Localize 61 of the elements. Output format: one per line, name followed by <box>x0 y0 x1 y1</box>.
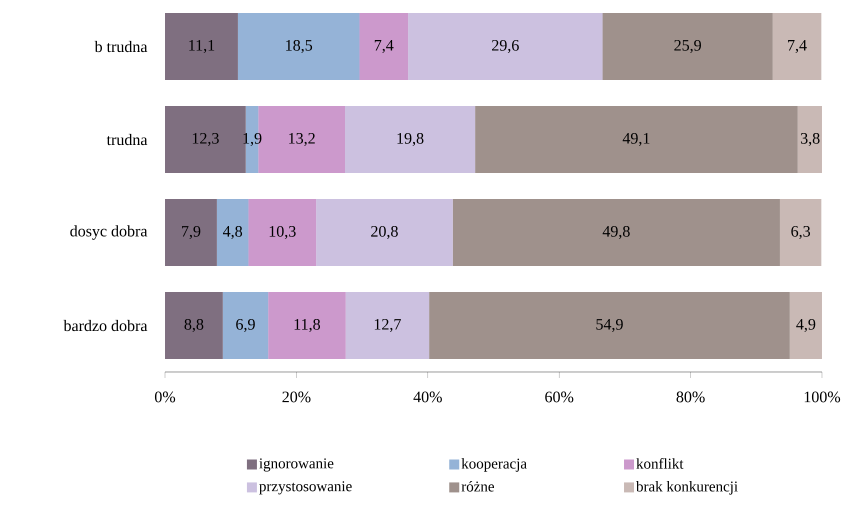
x-tick-label: 20% <box>282 392 311 402</box>
data-label: 7,9 <box>182 226 200 240</box>
x-tick-label: 60% <box>545 392 574 402</box>
data-label: 20,8 <box>371 226 398 240</box>
y-tick-label: trudna <box>106 134 148 146</box>
data-label: 54,9 <box>596 318 623 332</box>
data-label: 12,7 <box>374 318 401 332</box>
data-label: 13,2 <box>289 132 315 146</box>
data-label: 18,5 <box>286 40 312 54</box>
data-label: 8,8 <box>184 318 204 332</box>
bar <box>408 13 603 80</box>
bar <box>268 292 346 359</box>
bar <box>798 106 822 173</box>
bar <box>165 199 217 266</box>
bar <box>452 199 780 266</box>
bar <box>772 13 822 80</box>
y-tick-label: dosyc dobra <box>70 225 148 240</box>
bar <box>222 292 268 359</box>
bar <box>602 13 773 80</box>
legend-label: brak konkurencji <box>636 481 738 495</box>
x-tick-label: 0% <box>154 392 176 402</box>
data-label: 6,3 <box>791 226 810 240</box>
data-label: 6,9 <box>236 318 255 332</box>
data-label: 11,8 <box>294 318 320 332</box>
data-label: 25,9 <box>674 40 701 54</box>
data-label: 19,8 <box>397 132 424 146</box>
bar <box>165 13 238 80</box>
data-label: 10,3 <box>270 226 296 240</box>
data-label: 1,9 <box>243 132 262 146</box>
data-label: 11,1 <box>189 40 214 54</box>
data-label: 12,3 <box>192 132 219 146</box>
bar <box>429 292 790 359</box>
bar <box>475 106 798 173</box>
x-tick-label: 80% <box>676 392 705 402</box>
data-label: 4,8 <box>222 226 242 240</box>
bar <box>165 292 223 359</box>
bar <box>359 13 408 80</box>
bar <box>346 292 430 359</box>
data-label: 3,8 <box>800 132 820 146</box>
bar <box>248 199 316 266</box>
data-label: 4,9 <box>796 318 816 332</box>
bar <box>238 13 360 80</box>
legend-label: ignorowanie <box>259 458 334 472</box>
legend-label: różne <box>462 480 494 492</box>
x-tick-label: 40% <box>413 392 442 402</box>
bar <box>790 292 822 359</box>
data-label: 7,4 <box>374 40 394 53</box>
y-tick-label: bardzo dobra <box>64 320 148 332</box>
bar <box>316 199 453 266</box>
legend-label: kooperacja <box>462 458 527 472</box>
bar <box>345 106 476 173</box>
legend-label: przystosowanie <box>259 481 352 494</box>
y-tick-label: b trudna <box>94 40 148 52</box>
data-label: 29,6 <box>492 40 519 54</box>
data-label: 49,1 <box>622 132 650 146</box>
x-tick-label: 100% <box>804 392 840 402</box>
data-label: 49,8 <box>602 226 630 240</box>
bar <box>216 199 248 266</box>
data-label: 7,4 <box>788 40 807 53</box>
bar <box>780 199 822 266</box>
legend-label: konflikt <box>636 458 684 469</box>
